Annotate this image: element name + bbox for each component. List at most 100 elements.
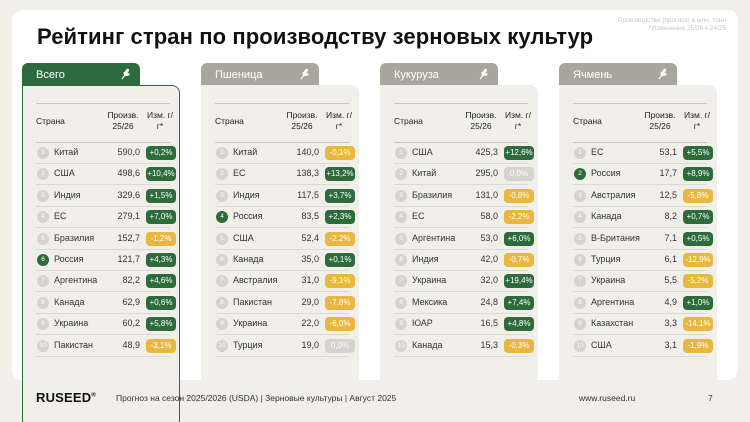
table-row: 10 Пакистан 48,9 -3,1%	[36, 336, 176, 357]
production-value: 19,0	[301, 339, 319, 350]
change-badge: +4,6%	[146, 274, 176, 289]
change-badge: +6,0%	[504, 231, 534, 246]
rank-badge: 8	[574, 296, 586, 309]
change-badge: -6,0%	[325, 317, 355, 332]
table-header: Страна Произв. 25/26 Изм. г/г*	[215, 105, 352, 143]
rank-badge: 10	[216, 339, 228, 352]
change-badge: +0,6%	[146, 295, 176, 310]
country-name: Украина	[412, 275, 447, 286]
column-header-production: Произв. 25/26	[644, 110, 676, 131]
country-name: ЕС	[54, 211, 67, 222]
country-name: ЕС	[233, 168, 246, 179]
production-value: 131,0	[475, 189, 498, 200]
rank-badge: 4	[395, 211, 407, 224]
change-badge: +5,8%	[146, 317, 176, 332]
rank-badge: 1	[216, 147, 228, 159]
production-value: 425,3	[475, 147, 498, 157]
country-name: Китай	[54, 147, 79, 157]
page-number: 7	[708, 393, 713, 403]
production-value: 498,6	[117, 168, 140, 179]
column-header-change: Изм. г/г*	[504, 110, 532, 131]
country-name: Россия	[233, 211, 263, 222]
table-header: Страна Произв. 25/26 Изм. г/г*	[394, 105, 531, 143]
table-row: 5 США 52,4 -2,2%	[215, 229, 355, 250]
column-header-production: Произв. 25/26	[465, 110, 497, 131]
production-value: 17,7	[659, 168, 677, 179]
production-value: 5,5	[664, 275, 677, 286]
production-value: 82,2	[122, 275, 140, 286]
rank-badge: 5	[395, 232, 407, 245]
country-name: Канада	[412, 339, 443, 350]
rank-badge: 3	[574, 189, 586, 202]
rank-badge: 2	[574, 168, 586, 181]
rank-badge: 4	[37, 211, 49, 224]
rank-badge: 10	[395, 339, 407, 352]
column-header-change: Изм. г/г*	[683, 110, 711, 131]
table-row: 5 В-Британия 7,1 +0,5%	[573, 229, 713, 250]
change-badge: +0,5%	[683, 231, 713, 246]
change-badge: +0,7%	[683, 210, 713, 225]
table-row: 3 Австралия 12,5 -5,8%	[573, 186, 713, 207]
column-header-change: Изм. г/г*	[325, 110, 353, 131]
country-name: Канада	[591, 211, 622, 222]
change-badge: -5,8%	[683, 188, 713, 203]
table-row: 4 ЕС 279,1 +7,0%	[36, 207, 176, 229]
change-badge: -2,2%	[325, 231, 355, 246]
change-badge: -0,3%	[504, 338, 534, 353]
ruseed-logo[interactable]: RUSEED®	[36, 390, 96, 405]
change-badge: +2,3%	[325, 210, 355, 225]
production-value: 279,1	[117, 211, 140, 222]
footer-caption: Прогноз на сезон 2025/2026 (USDA) | Зерн…	[116, 393, 397, 403]
table-row: 9 Казахстан 3,3 -14,1%	[573, 314, 713, 336]
production-value: 31,0	[301, 275, 319, 286]
tab-label: Ячмень	[573, 69, 613, 81]
table-row: 9 Украина 60,2 +5,8%	[36, 314, 176, 336]
change-badge: +12,6%	[504, 146, 534, 160]
country-name: Австралия	[233, 275, 278, 286]
table-row: 8 Мексика 24,8 +7,4%	[394, 293, 534, 314]
table-row: 8 Пакистан 29,0 -7,8%	[215, 293, 355, 314]
country-name: Турция	[233, 339, 263, 350]
table-row: 7 Украина 5,5 -5,2%	[573, 271, 713, 293]
logo-text: RUSEED	[36, 390, 92, 405]
production-value: 15,3	[480, 339, 498, 350]
footer-site-link[interactable]: www.ruseed.ru	[579, 393, 636, 403]
change-badge: 0,0%	[504, 167, 534, 182]
change-badge: +7,4%	[504, 295, 534, 310]
country-name: Аргентина	[412, 232, 456, 243]
rank-badge: 6	[37, 254, 49, 266]
table-row: 1 США 425,3 +12,6%	[394, 143, 534, 164]
production-value: 138,3	[296, 168, 319, 179]
rank-badge: 8	[395, 296, 407, 309]
production-value: 121,7	[117, 254, 140, 264]
change-badge: +13,2%	[325, 167, 355, 182]
rank-badge: 9	[574, 318, 586, 331]
production-value: 32,0	[480, 275, 498, 286]
change-badge: +1,0%	[683, 295, 713, 310]
production-value: 29,0	[301, 296, 319, 307]
table-row: 1 ЕС 53,1 +5,5%	[573, 143, 713, 164]
column-header-country: Страна	[573, 116, 602, 126]
production-value: 83,5	[301, 211, 319, 222]
rank-badge: 4	[574, 211, 586, 224]
rank-badge: 5	[216, 232, 228, 245]
table-row: 2 Россия 17,7 +8,9%	[573, 164, 713, 186]
country-name: США	[233, 232, 254, 243]
page-title: Рейтинг стран по производству зерновых к…	[37, 24, 594, 49]
table-row: 6 Индия 42,0 -0,7%	[394, 250, 534, 271]
country-name: Украина	[54, 318, 89, 329]
table-row: 10 США 3,1 -1,9%	[573, 336, 713, 357]
rank-badge: 2	[37, 168, 49, 181]
country-name: США	[591, 339, 612, 350]
rank-badge: 10	[574, 339, 586, 352]
production-value: 4,9	[664, 296, 677, 307]
country-name: Пакистан	[233, 296, 272, 307]
production-value: 48,9	[122, 339, 140, 350]
rank-badge: 8	[216, 296, 228, 309]
country-name: Украина	[591, 275, 626, 286]
country-name: Индия	[54, 189, 81, 200]
header-rule	[215, 103, 349, 104]
country-name: ЕС	[591, 147, 604, 157]
production-value: 52,4	[301, 232, 319, 243]
country-name: Индия	[412, 254, 439, 264]
